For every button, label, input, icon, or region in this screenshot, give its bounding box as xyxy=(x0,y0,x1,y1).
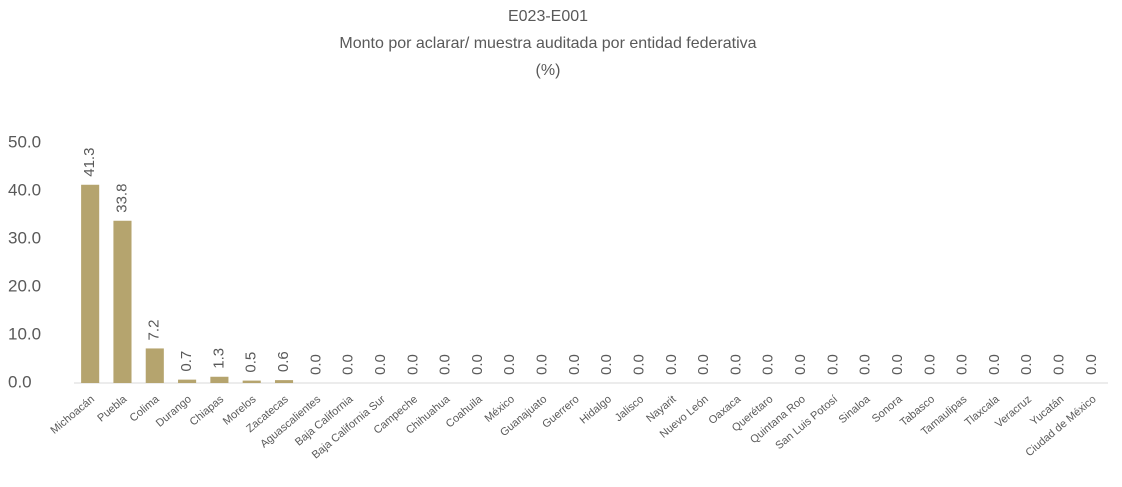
value-label: 0.7 xyxy=(178,351,195,372)
chart-title: E023-E001 xyxy=(508,8,588,25)
y-tick-label: 10.0 xyxy=(8,324,41,343)
chart-subtitle: Monto por aclarar/ muestra auditada por … xyxy=(339,35,756,52)
unit-label: (%) xyxy=(536,62,561,79)
value-label: 0.0 xyxy=(469,354,486,375)
value-label: 0.0 xyxy=(695,354,712,375)
value-label: 0.0 xyxy=(727,354,744,375)
value-label: 0.0 xyxy=(1018,354,1035,375)
x-tick-label: Michoacán xyxy=(48,393,96,436)
value-label: 0.6 xyxy=(275,351,292,372)
value-label: 41.3 xyxy=(81,148,98,177)
value-label: 33.8 xyxy=(113,184,130,213)
bar xyxy=(145,348,164,383)
value-label: 0.0 xyxy=(501,354,518,375)
value-label: 7.2 xyxy=(146,320,163,341)
bar xyxy=(210,376,229,383)
y-tick-label: 40.0 xyxy=(8,180,41,199)
value-label: 0.0 xyxy=(566,354,583,375)
x-tick-label: Sinaloa xyxy=(837,393,873,426)
value-label: 0.0 xyxy=(986,354,1003,375)
value-label: 0.5 xyxy=(243,352,260,373)
y-tick-label: 50.0 xyxy=(8,132,41,151)
x-tick-label: Jalisco xyxy=(613,393,646,424)
y-tick-label: 30.0 xyxy=(8,228,41,247)
value-label: 0.0 xyxy=(760,354,777,375)
x-tick-label: Puebla xyxy=(95,393,130,425)
x-tick-label: Hidalgo xyxy=(578,393,614,426)
value-label: 0.0 xyxy=(630,354,647,375)
value-label: 0.0 xyxy=(857,354,874,375)
value-label: 0.0 xyxy=(792,354,809,375)
value-label: 0.0 xyxy=(340,354,357,375)
x-tick-label: Guerrero xyxy=(540,393,581,430)
value-label: 0.0 xyxy=(889,354,906,375)
bar xyxy=(81,184,100,383)
bar xyxy=(274,380,294,383)
value-label: 0.0 xyxy=(372,354,389,375)
value-label: 0.0 xyxy=(598,354,615,375)
x-tick-label: Coahuila xyxy=(444,393,486,431)
value-label: 0.0 xyxy=(921,354,938,375)
bar xyxy=(242,380,261,383)
value-label: 0.0 xyxy=(307,354,324,375)
x-tick-label: Chiapas xyxy=(188,393,227,428)
value-label: 0.0 xyxy=(437,354,454,375)
value-label: 0.0 xyxy=(1083,354,1100,375)
bar xyxy=(178,379,197,383)
value-label: 0.0 xyxy=(1051,354,1068,375)
value-label: 0.0 xyxy=(824,354,841,375)
y-tick-label: 20.0 xyxy=(8,276,41,295)
x-tick-label: Veracruz xyxy=(993,393,1034,430)
value-label: 0.0 xyxy=(954,354,971,375)
value-label: 0.0 xyxy=(404,354,421,375)
x-tick-label: Durango xyxy=(154,393,194,429)
value-label: 0.0 xyxy=(663,354,680,375)
value-label: 0.0 xyxy=(534,354,551,375)
y-tick-label: 0.0 xyxy=(8,372,32,391)
value-label: 1.3 xyxy=(210,348,227,369)
bar xyxy=(113,220,132,383)
